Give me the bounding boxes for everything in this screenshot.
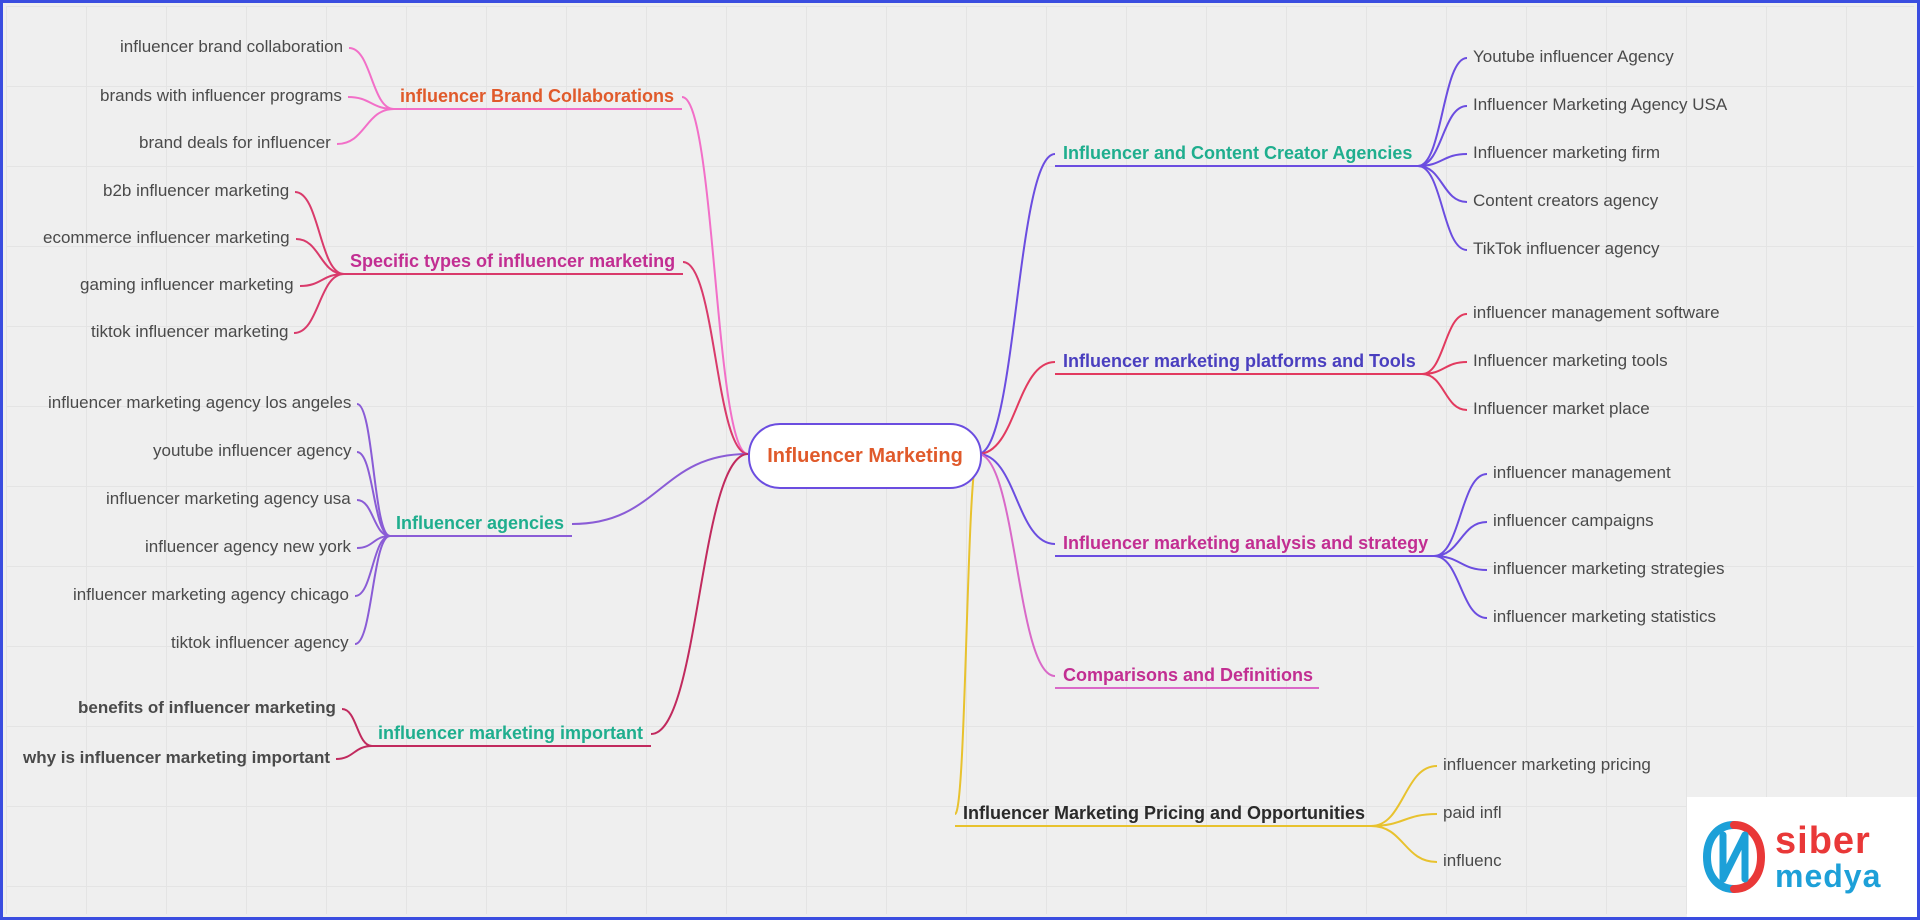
leaf-node[interactable]: influencer brand collaboration: [120, 37, 343, 57]
branch-node[interactable]: Specific types of influencer marketing: [350, 251, 675, 272]
leaf-node[interactable]: influenc: [1443, 851, 1502, 871]
leaf-node[interactable]: Influencer marketing firm: [1473, 143, 1660, 163]
leaf-node[interactable]: influencer marketing agency usa: [106, 489, 351, 509]
leaf-node[interactable]: paid infl: [1443, 803, 1502, 823]
branch-node[interactable]: Influencer marketing analysis and strate…: [1063, 533, 1428, 554]
logo-badge: siber medya: [1687, 797, 1917, 917]
mindmap-canvas: Influencer Marketing influencer Brand Co…: [0, 0, 1920, 920]
leaf-node[interactable]: influencer management: [1493, 463, 1671, 483]
leaf-node[interactable]: gaming influencer marketing: [80, 275, 294, 295]
leaf-node[interactable]: brands with influencer programs: [100, 86, 342, 106]
leaf-node[interactable]: tiktok influencer marketing: [91, 322, 288, 342]
logo-text-2: medya: [1775, 860, 1881, 892]
logo-text-1: siber: [1775, 822, 1881, 860]
leaf-node[interactable]: influencer marketing agency chicago: [73, 585, 349, 605]
leaf-node[interactable]: TikTok influencer agency: [1473, 239, 1659, 259]
leaf-node[interactable]: Content creators agency: [1473, 191, 1658, 211]
leaf-node[interactable]: influencer marketing agency los angeles: [48, 393, 351, 413]
center-label: Influencer Marketing: [767, 445, 963, 468]
leaf-node[interactable]: influencer campaigns: [1493, 511, 1654, 531]
branch-node[interactable]: Influencer agencies: [396, 513, 564, 534]
branch-node[interactable]: Comparisons and Definitions: [1063, 665, 1313, 686]
leaf-node[interactable]: ecommerce influencer marketing: [43, 228, 290, 248]
branch-node[interactable]: Influencer Marketing Pricing and Opportu…: [963, 803, 1365, 824]
leaf-node[interactable]: tiktok influencer agency: [171, 633, 349, 653]
leaf-node[interactable]: youtube influencer agency: [153, 441, 351, 461]
leaf-node[interactable]: b2b influencer marketing: [103, 181, 289, 201]
leaf-node[interactable]: Youtube influencer Agency: [1473, 47, 1674, 67]
branch-node[interactable]: influencer marketing important: [378, 723, 643, 744]
leaf-node[interactable]: influencer marketing pricing: [1443, 755, 1651, 775]
leaf-node[interactable]: influencer agency new york: [145, 537, 351, 557]
center-node[interactable]: Influencer Marketing: [748, 423, 982, 489]
leaf-node[interactable]: Influencer marketing tools: [1473, 351, 1668, 371]
leaf-node[interactable]: influencer marketing strategies: [1493, 559, 1725, 579]
leaf-node[interactable]: Influencer Marketing Agency USA: [1473, 95, 1727, 115]
leaf-node[interactable]: brand deals for influencer: [139, 133, 331, 153]
leaf-node[interactable]: benefits of influencer marketing: [78, 698, 336, 718]
leaf-node[interactable]: Influencer market place: [1473, 399, 1650, 419]
leaf-node[interactable]: why is influencer marketing important: [23, 748, 330, 768]
leaf-node[interactable]: influencer management software: [1473, 303, 1720, 323]
leaf-node[interactable]: influencer marketing statistics: [1493, 607, 1716, 627]
branch-node[interactable]: Influencer and Content Creator Agencies: [1063, 143, 1412, 164]
branch-node[interactable]: Influencer marketing platforms and Tools: [1063, 351, 1416, 372]
branch-node[interactable]: influencer Brand Collaborations: [400, 86, 674, 107]
